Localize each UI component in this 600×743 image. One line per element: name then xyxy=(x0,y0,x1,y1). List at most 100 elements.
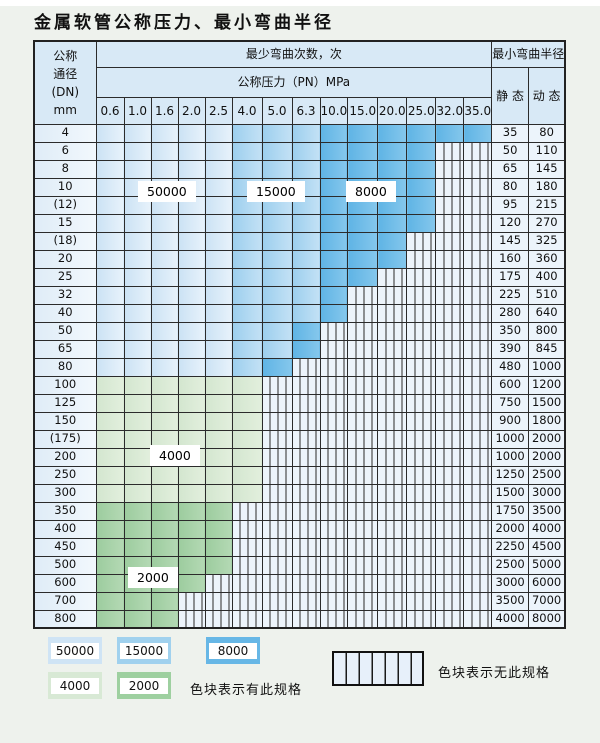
no-spec-cell xyxy=(435,285,465,305)
no-spec-cell xyxy=(319,609,349,629)
no-spec-cell xyxy=(231,519,263,539)
cycle-cell xyxy=(261,339,293,359)
dynamic-column-header: 动 态 xyxy=(527,66,566,125)
no-spec-cell xyxy=(347,321,379,341)
cycle-cell xyxy=(123,339,152,359)
table-row-dn-32: 32 225 510 xyxy=(33,285,566,305)
no-spec-cell xyxy=(463,429,493,449)
cycle-cell xyxy=(204,393,233,413)
no-spec-cell xyxy=(435,591,465,611)
legend-50000: 50000 xyxy=(48,637,102,664)
no-spec-cell xyxy=(204,591,233,611)
legend-50000-label: 50000 xyxy=(51,642,99,659)
no-spec-cell xyxy=(463,249,493,269)
cycle-cell xyxy=(123,375,152,395)
no-spec-cell xyxy=(377,411,408,431)
cycle-cell xyxy=(177,159,206,179)
top-margin-strip xyxy=(0,0,600,6)
cycle-cell xyxy=(123,519,152,539)
no-spec-cell xyxy=(435,339,465,359)
no-spec-cell xyxy=(347,537,379,557)
dynamic-radius-value: 8000 xyxy=(527,609,566,629)
no-spec-cell xyxy=(319,501,349,521)
pressure-col-header: 2.5 xyxy=(204,96,233,125)
cycle-cell xyxy=(177,339,206,359)
cycle-cell xyxy=(150,249,179,269)
no-spec-cell xyxy=(406,357,437,377)
cycle-cell xyxy=(435,123,465,143)
cycle-count-label-4000: 4000 xyxy=(150,445,200,466)
no-spec-cell xyxy=(435,141,465,161)
no-spec-cell xyxy=(435,249,465,269)
dn-column-header: 公称 通径 (DN) mm xyxy=(33,40,97,125)
no-spec-cell xyxy=(347,555,379,575)
cycle-cell xyxy=(291,213,321,233)
header-row-1: 公称 通径 (DN) mm 最少弯曲次数，次 最小弯曲半径 xyxy=(33,40,566,125)
no-spec-cell xyxy=(261,591,293,611)
cycle-cell xyxy=(123,393,152,413)
no-spec-cell xyxy=(347,375,379,395)
cycle-cell xyxy=(123,411,152,431)
no-spec-cell xyxy=(319,591,349,611)
no-spec-cell xyxy=(347,519,379,539)
no-spec-cell xyxy=(435,411,465,431)
cycle-cell xyxy=(177,501,206,521)
cycle-cell xyxy=(95,195,125,215)
no-spec-cell xyxy=(463,141,493,161)
no-spec-cell xyxy=(319,375,349,395)
static-radius-value: 600 xyxy=(491,375,529,395)
cycle-cell xyxy=(463,123,493,143)
no-spec-cell xyxy=(406,285,437,305)
no-spec-cell xyxy=(463,609,493,629)
table-row-dn-300: 300 1500 3000 xyxy=(33,483,566,503)
no-spec-cell xyxy=(261,573,293,593)
legend-2000-label: 2000 xyxy=(120,677,168,694)
no-spec-cell xyxy=(347,501,379,521)
static-radius-value: 80 xyxy=(491,177,529,197)
cycle-cell xyxy=(150,123,179,143)
no-spec-cell xyxy=(231,537,263,557)
no-spec-cell xyxy=(377,393,408,413)
cycle-cell xyxy=(261,141,293,161)
pressure-header: 公称压力（PN）MPa xyxy=(95,66,493,98)
dn-value: 450 xyxy=(33,537,97,557)
cycle-cell xyxy=(231,411,263,431)
cycle-cell xyxy=(95,231,125,251)
cycle-cell xyxy=(377,231,408,251)
cycle-cell xyxy=(95,375,125,395)
pressure-col-header: 20.0 xyxy=(377,96,408,125)
cycle-cell xyxy=(204,321,233,341)
cycle-cell xyxy=(150,357,179,377)
no-spec-cell xyxy=(406,321,437,341)
static-radius-value: 750 xyxy=(491,393,529,413)
legend-4000: 4000 xyxy=(48,672,102,699)
static-column-header: 静 态 xyxy=(491,66,529,125)
no-spec-cell xyxy=(463,483,493,503)
no-spec-cell xyxy=(319,519,349,539)
no-spec-cell xyxy=(406,303,437,323)
cycle-cell xyxy=(123,357,152,377)
cycle-cell xyxy=(261,159,293,179)
no-spec-cell xyxy=(261,609,293,629)
cycle-cell xyxy=(95,519,125,539)
no-spec-cell xyxy=(463,177,493,197)
no-spec-cell xyxy=(291,501,321,521)
cycle-cell xyxy=(291,123,321,143)
dynamic-radius-value: 6000 xyxy=(527,573,566,593)
no-spec-cell xyxy=(347,411,379,431)
no-spec-cell xyxy=(319,339,349,359)
pressure-col-header: 32.0 xyxy=(435,96,465,125)
table-row-dn-4: 4 35 80 xyxy=(33,123,566,143)
pressure-col-header: 4.0 xyxy=(231,96,263,125)
no-spec-cell xyxy=(463,465,493,485)
no-spec-cell xyxy=(435,429,465,449)
cycle-cell xyxy=(95,177,125,197)
no-spec-cell xyxy=(377,483,408,503)
cycle-cell xyxy=(231,123,263,143)
cycle-cell xyxy=(123,123,152,143)
cycle-cell xyxy=(123,141,152,161)
no-spec-cell xyxy=(463,573,493,593)
table-row-dn-6: 6 50 110 xyxy=(33,141,566,161)
cycle-cell xyxy=(123,501,152,521)
cycle-cell xyxy=(177,285,206,305)
